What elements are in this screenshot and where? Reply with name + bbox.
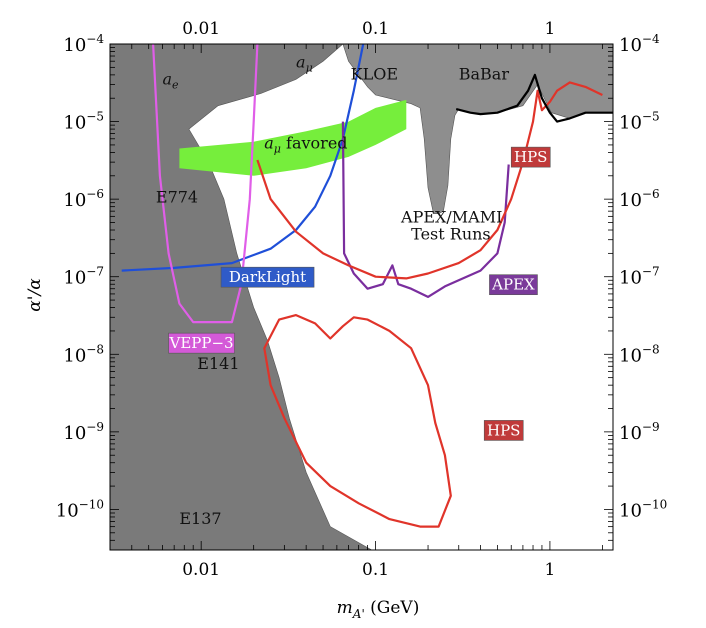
boxed-label-text: APEX [491, 276, 535, 294]
boxed-label-bg [510, 146, 551, 168]
series-line-darklight-1 [121, 44, 365, 272]
label-e774: E774 [156, 188, 198, 207]
y-tick-label-right: 10−8 [619, 342, 660, 366]
x-tick-label-bottom: 1 [545, 560, 556, 580]
label-kloe: KLOE [351, 64, 398, 83]
label-e141: E141 [197, 354, 239, 373]
boxed-label-bg [168, 332, 235, 354]
favored-band-shape [179, 99, 407, 176]
x-axis-label: mA' (GeV) [337, 598, 420, 621]
boxed-label-bg [220, 266, 315, 288]
series-line-vepp-3-2 [152, 44, 259, 324]
series-line-hps-5 [263, 314, 452, 528]
y-tick-label-right: 10−5 [619, 110, 660, 134]
series-line-hps-4 [256, 81, 603, 280]
y-axis-label: α'/α [25, 278, 45, 312]
label-ae: ae [162, 70, 179, 92]
y-tick-label-left: 10−7 [63, 265, 104, 289]
x-tick-label-bottom: 0.1 [362, 560, 389, 580]
label-apexmami2: Test Runs [411, 225, 491, 244]
label-amu: aμ [296, 52, 313, 74]
y-tick-label-right: 10−9 [619, 420, 660, 444]
boxed-label-vepp3: VEPP−3 [168, 332, 235, 354]
sensitivity-curves [121, 44, 613, 528]
plot-frame [109, 43, 614, 551]
y-tick-label-left: 10−9 [63, 420, 104, 444]
y-tick-label-left: 10−10 [56, 497, 104, 521]
y-tick-label-right: 10−6 [619, 187, 660, 211]
boxed-label-text: HPS [514, 148, 547, 166]
y-tick-label-right: 10−10 [619, 497, 667, 521]
boxed-label-hps1: HPS [510, 146, 551, 168]
y-tick-label-left: 10−5 [63, 110, 104, 134]
y-tick-label-right: 10−7 [619, 265, 660, 289]
excluded-region-1 [110, 44, 373, 550]
x-tick-label-top: 1 [545, 19, 556, 39]
boxed-label-text: HPS [487, 421, 520, 439]
x-tick-label-bottom: 0.01 [182, 560, 220, 580]
label-apexmami1: APEX/MAMI [400, 207, 502, 226]
y-tick-label-left: 10−8 [63, 342, 104, 366]
y-tick-label-right: 10−4 [619, 32, 660, 56]
boxed-label-apex: APEX [489, 274, 538, 296]
plot-border [109, 43, 614, 551]
excluded-regions [110, 44, 613, 550]
x-tick-label-top: 0.01 [182, 19, 220, 39]
label-e137: E137 [179, 509, 221, 528]
region-labels: ae aμ KLOE BaBar aμ favored E774 APEX/MAMITest… [156, 52, 551, 528]
series-line-babar-6 [455, 73, 613, 123]
series-line-apex-3 [341, 121, 510, 298]
y-tick-label-left: 10−4 [63, 32, 104, 56]
boxed-label-bg [483, 420, 524, 441]
boxed-label-text: DarkLight [229, 268, 306, 286]
x-tick-label-top: 0.1 [362, 19, 389, 39]
boxed-label-text: VEPP−3 [169, 334, 234, 352]
boxed-label-bg [489, 274, 538, 296]
y-tick-label-left: 10−6 [63, 187, 104, 211]
label-babar: BaBar [459, 64, 510, 83]
excluded-region-2 [342, 44, 613, 214]
amu-favored-band [179, 99, 407, 176]
boxed-label-hps2: HPS [483, 420, 524, 441]
axis-ticks: 0.01 0.01 0.1 0.1 1 1 10−4 10−4 10−5 10−5 10−6 10−6… [56, 19, 667, 580]
boxed-label-darklight: DarkLight [220, 266, 315, 288]
label-amufav: aμ favored [264, 133, 347, 155]
